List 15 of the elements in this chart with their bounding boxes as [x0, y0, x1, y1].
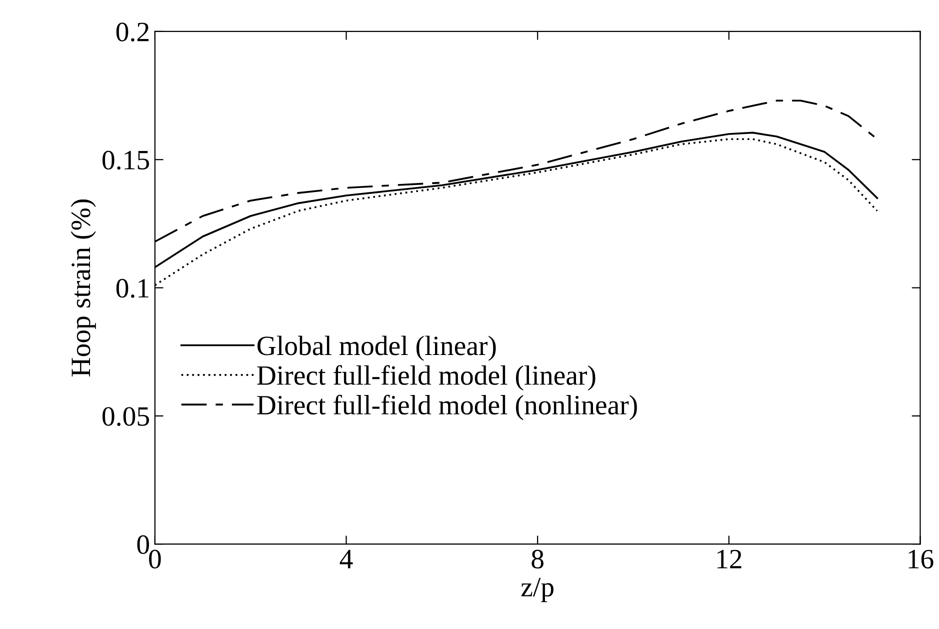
- y-tick-label: 0.15: [102, 150, 149, 170]
- y-tick-label: 0: [137, 535, 150, 554]
- x-tick-label: 4: [340, 550, 353, 568]
- x-tick-label: 12: [717, 550, 742, 568]
- x-tick-label: 8: [532, 550, 544, 568]
- x-tick-label: 0: [149, 550, 161, 568]
- y-tick-label: 0.05: [102, 407, 149, 426]
- x-axis-title: z/p: [521, 578, 554, 602]
- legend-label: Direct full-field model (nonlinear): [257, 394, 637, 420]
- y-tick-label: 0.2: [116, 22, 149, 42]
- legend-label: Global model (linear): [257, 336, 496, 361]
- x-tick-label: 16: [908, 550, 934, 568]
- y-tick-label: 0.1: [116, 278, 148, 298]
- legend-label: Direct full-field model (linear): [257, 365, 596, 391]
- y-axis-title: Hoop strain (%): [70, 200, 96, 376]
